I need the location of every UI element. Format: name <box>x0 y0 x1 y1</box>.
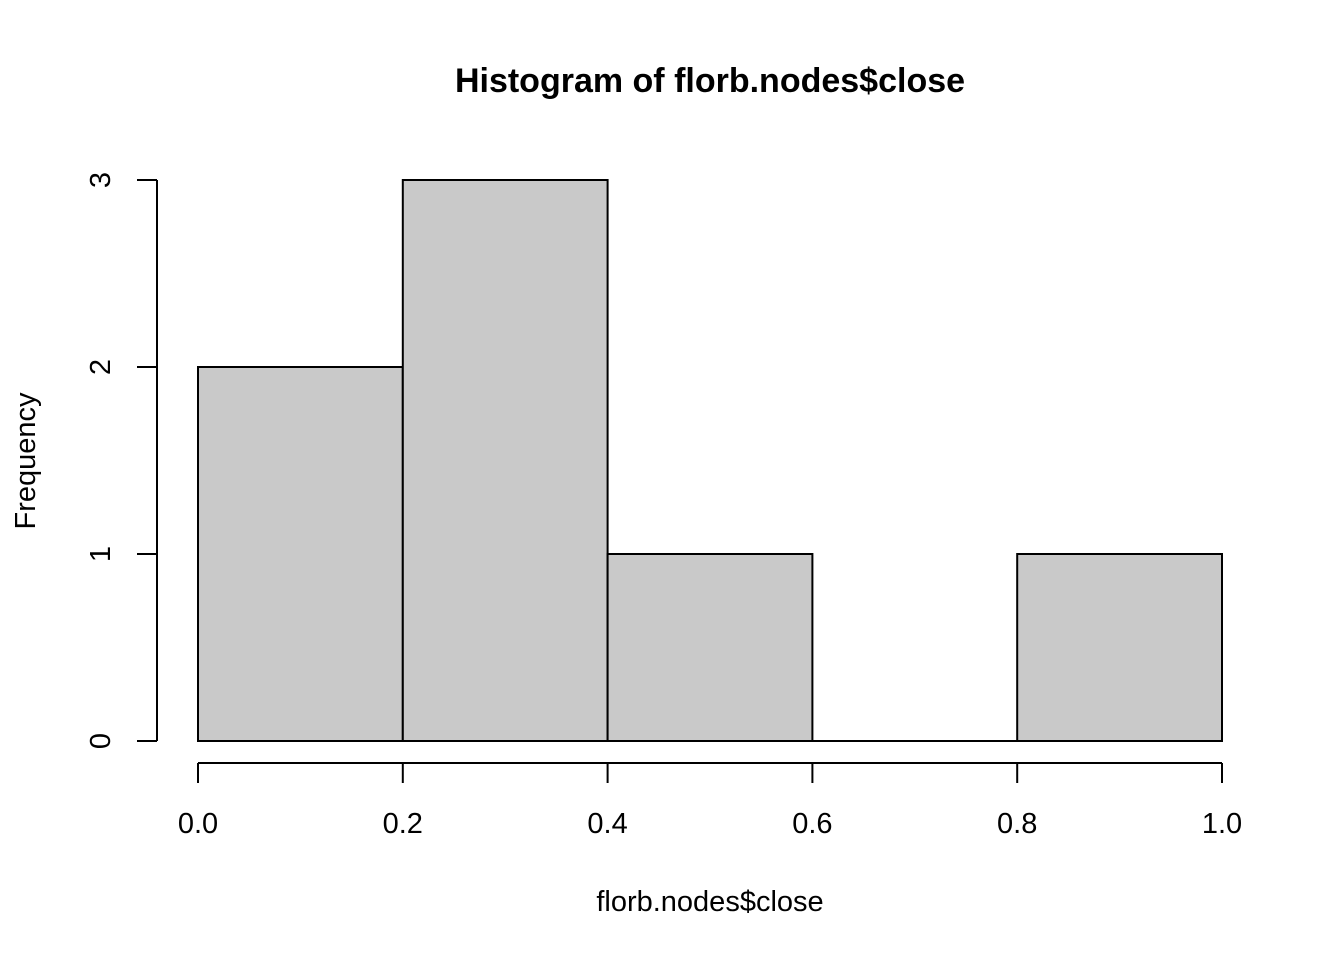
y-tick-label: 3 <box>85 172 117 188</box>
bars-group <box>197 179 1224 742</box>
y-tick-label: 2 <box>85 359 117 375</box>
x-tick-label: 0.0 <box>178 808 218 840</box>
histogram-bar-4 <box>1016 553 1224 742</box>
y-axis-label: Frequency <box>10 392 42 530</box>
y-tick-label: 0 <box>85 733 117 749</box>
x-axis: 0.0 0.2 0.4 0.6 0.8 1.0 <box>178 762 1242 840</box>
x-tick-label: 1.0 <box>1202 808 1242 840</box>
y-axis: 0 1 2 3 <box>85 172 158 749</box>
x-tick-label: 0.4 <box>587 808 627 840</box>
histogram-bar-2 <box>606 553 814 742</box>
x-tick-label: 0.6 <box>792 808 832 840</box>
x-tick-label: 0.8 <box>997 808 1037 840</box>
histogram-bar-1 <box>401 179 609 742</box>
histogram-bar-0 <box>197 366 404 742</box>
x-tick-label: 0.2 <box>383 808 423 840</box>
x-axis-label: florb.nodes$close <box>596 886 823 918</box>
chart-title: Histogram of florb.nodes$close <box>455 62 965 100</box>
y-tick-label: 1 <box>85 546 117 562</box>
